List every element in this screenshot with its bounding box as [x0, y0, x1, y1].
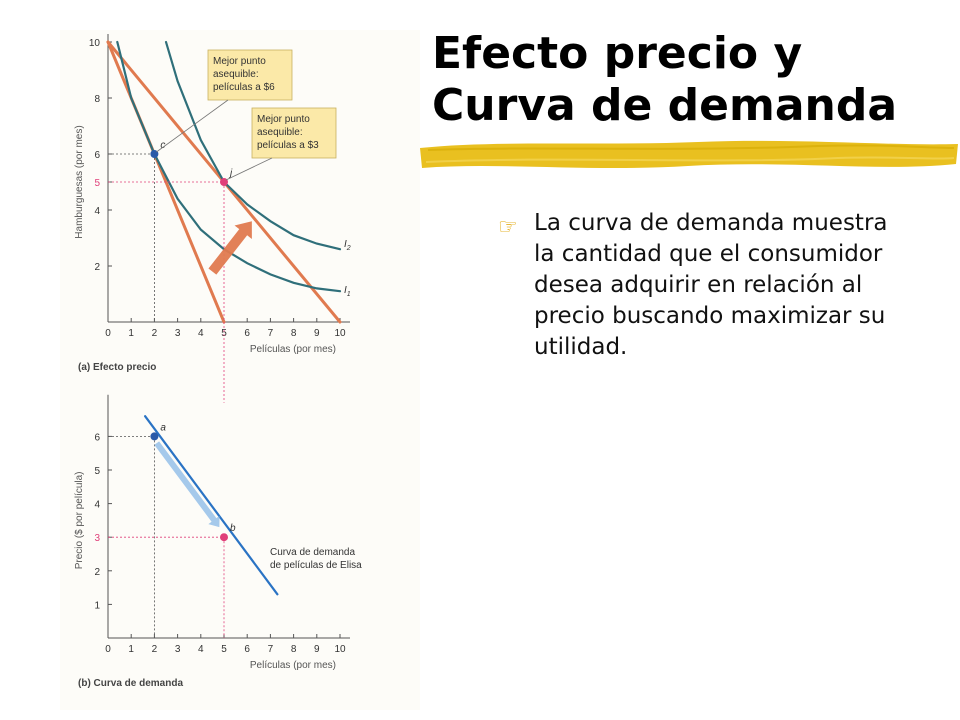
annotation-text-j: asequible:	[257, 127, 303, 138]
annotation-leader-j	[225, 157, 273, 181]
annotation-text-j: películas a $3	[257, 140, 319, 151]
indifference-label-I2: I2	[344, 239, 351, 252]
panel-b-demand-curve	[144, 415, 279, 596]
panel-a-x-tick-label: 0	[105, 328, 111, 339]
panel-a-y-tick-label: 8	[94, 94, 100, 105]
panel-a-x-tick-label: 6	[244, 328, 250, 339]
panel-b-x-axis-label: Películas (por mes)	[250, 660, 336, 671]
panel-b-x-tick-label: 3	[175, 644, 181, 655]
panel-a-x-tick-label: 8	[291, 328, 297, 339]
panel-a-x-axis-label: Películas (por mes)	[250, 344, 336, 355]
bullet-text: La curva de demanda muestra la cantidad …	[534, 210, 888, 360]
panel-a-y-tick-label: 5	[94, 178, 100, 189]
panel-a-y-tick-label: 6	[94, 150, 100, 161]
panel-a-y-tick-label: 2	[94, 262, 100, 273]
panel-a-x-tick-label: 1	[128, 328, 134, 339]
annotation-text-c: Mejor punto	[213, 56, 266, 67]
panel-b-point-label-a: a	[160, 422, 166, 433]
annotation-text-c: asequible:	[213, 69, 259, 80]
panel-a-x-tick-label: 5	[221, 328, 227, 339]
slide-title: Efecto precio y Curva de demanda	[432, 28, 898, 131]
panel-b-y-tick-label: 1	[94, 600, 100, 611]
panel-b-y-tick-label: 4	[94, 500, 100, 511]
panel-b-x-tick-label: 9	[314, 644, 320, 655]
panel-a-x-tick-label: 3	[175, 328, 181, 339]
panel-b-y-axis-label: Precio ($ por película)	[74, 471, 85, 569]
panel-a-y-axis-label: Hamburguesas (por mes)	[74, 125, 85, 238]
panel-b-y-tick-label: 6	[94, 432, 100, 443]
indifference-label-I1: I1	[344, 285, 351, 298]
panel-a-point-c	[150, 150, 159, 158]
annotation-box-j	[251, 107, 337, 159]
panel-b-x-tick-label: 4	[198, 644, 204, 655]
panel-b-x-tick-label: 7	[268, 644, 274, 655]
panel-a-y-tick-label: 4	[94, 206, 100, 217]
annotation-text-j: Mejor punto	[257, 114, 310, 125]
panel-a-panel-label: (a) Efecto precio	[78, 362, 156, 373]
panel-a-point-label-j: j	[228, 168, 233, 179]
panel-a-shift-arrow	[208, 221, 252, 275]
panel-a-x-tick-label: 9	[314, 328, 320, 339]
panel-b-x-tick-label: 8	[291, 644, 297, 655]
panel-b-point-a	[150, 432, 159, 441]
panel-a-x-tick-label: 7	[268, 328, 274, 339]
pointing-hand-icon: ☞	[498, 214, 518, 239]
panel-b-x-tick-label: 6	[244, 644, 250, 655]
panel-b-shift-arrow	[154, 441, 220, 528]
panel-b-y-tick-label: 3	[94, 533, 100, 544]
panel-b-x-tick-label: 1	[128, 644, 134, 655]
panel-a-x-tick-label: 2	[152, 328, 158, 339]
annotation-box-c	[207, 49, 293, 101]
panel-a-x-tick-label: 4	[198, 328, 204, 339]
panel-b-panel-label: (b) Curva de demanda	[78, 678, 183, 689]
demand-curve-label: de películas de Elisa	[270, 560, 362, 571]
annotation-text-c: películas a $6	[213, 82, 275, 93]
economics-figure: 0 1 2 3 4 5 6 7 8 9 10 2 4 5 6 8 10 Películas (por mes) Ha…	[60, 30, 420, 710]
panel-b-x-tick-label: 2	[152, 644, 158, 655]
annotation-leader-c	[156, 99, 229, 153]
panel-b-x-tick-label: 5	[221, 644, 227, 655]
panel-b-point-b	[220, 533, 228, 542]
title-underline	[420, 140, 958, 168]
panel-a-point-label-c: c	[160, 140, 165, 151]
panel-b-y-tick-label: 5	[94, 466, 100, 477]
panel-b-x-tick-label: 10	[334, 644, 346, 655]
panel-a-x-tick-label: 10	[334, 328, 346, 339]
panel-b-point-label-b: b	[230, 523, 236, 534]
panel-a-y-tick-label: 10	[89, 38, 101, 49]
panel-b-x-tick-label: 0	[105, 644, 111, 655]
panel-b-y-tick-label: 2	[94, 567, 100, 578]
panel-a-indifference-curve-I2	[164, 40, 342, 251]
demand-curve-label: Curva de demanda	[270, 547, 355, 558]
